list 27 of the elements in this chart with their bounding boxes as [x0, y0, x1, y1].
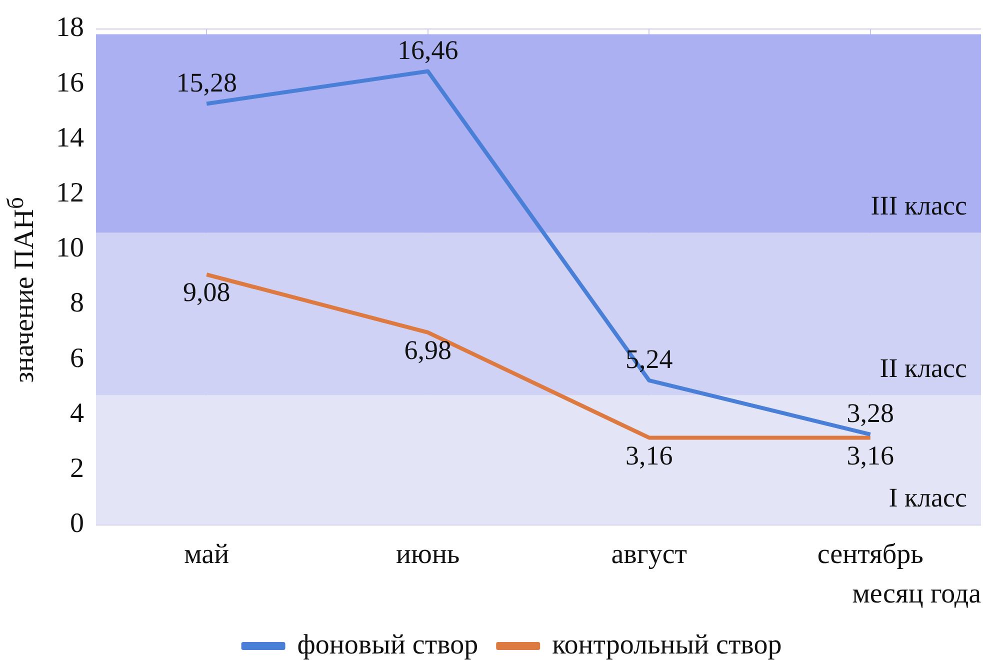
y-tick-label: 2	[70, 453, 84, 484]
y-tick-label: 12	[56, 177, 84, 208]
data-label: 3,28	[846, 398, 894, 428]
x-tick-label: май	[184, 538, 230, 570]
y-tick-label: 6	[70, 342, 84, 374]
legend-label: фоновый створ	[297, 629, 478, 660]
x-tick-label: август	[611, 538, 688, 570]
band-label: I класс	[888, 482, 968, 512]
data-label: 16,46	[398, 34, 458, 65]
band-label: III класс	[870, 190, 967, 220]
data-label: 15,28	[176, 67, 237, 98]
data-label: 9,08	[183, 277, 230, 308]
x-tick-label: июнь	[396, 538, 460, 570]
y-tick-label: 18	[56, 12, 84, 44]
x-axis-title: месяц года	[852, 578, 982, 610]
y-tick-label: 8	[70, 288, 84, 319]
legend-label: контрольный створ	[552, 629, 782, 660]
y-tick-label: 0	[70, 508, 84, 540]
y-tick-label: 14	[56, 122, 84, 154]
data-label: 3,16	[846, 440, 894, 470]
band-label: II класс	[880, 352, 968, 383]
y-tick-label: 4	[70, 398, 84, 429]
y-tick-label: 16	[56, 67, 84, 98]
x-tick-label: сентябрь	[817, 538, 924, 570]
y-tick-label: 10	[56, 232, 84, 264]
data-label: 3,16	[626, 440, 673, 470]
data-label: 6,98	[404, 335, 452, 366]
